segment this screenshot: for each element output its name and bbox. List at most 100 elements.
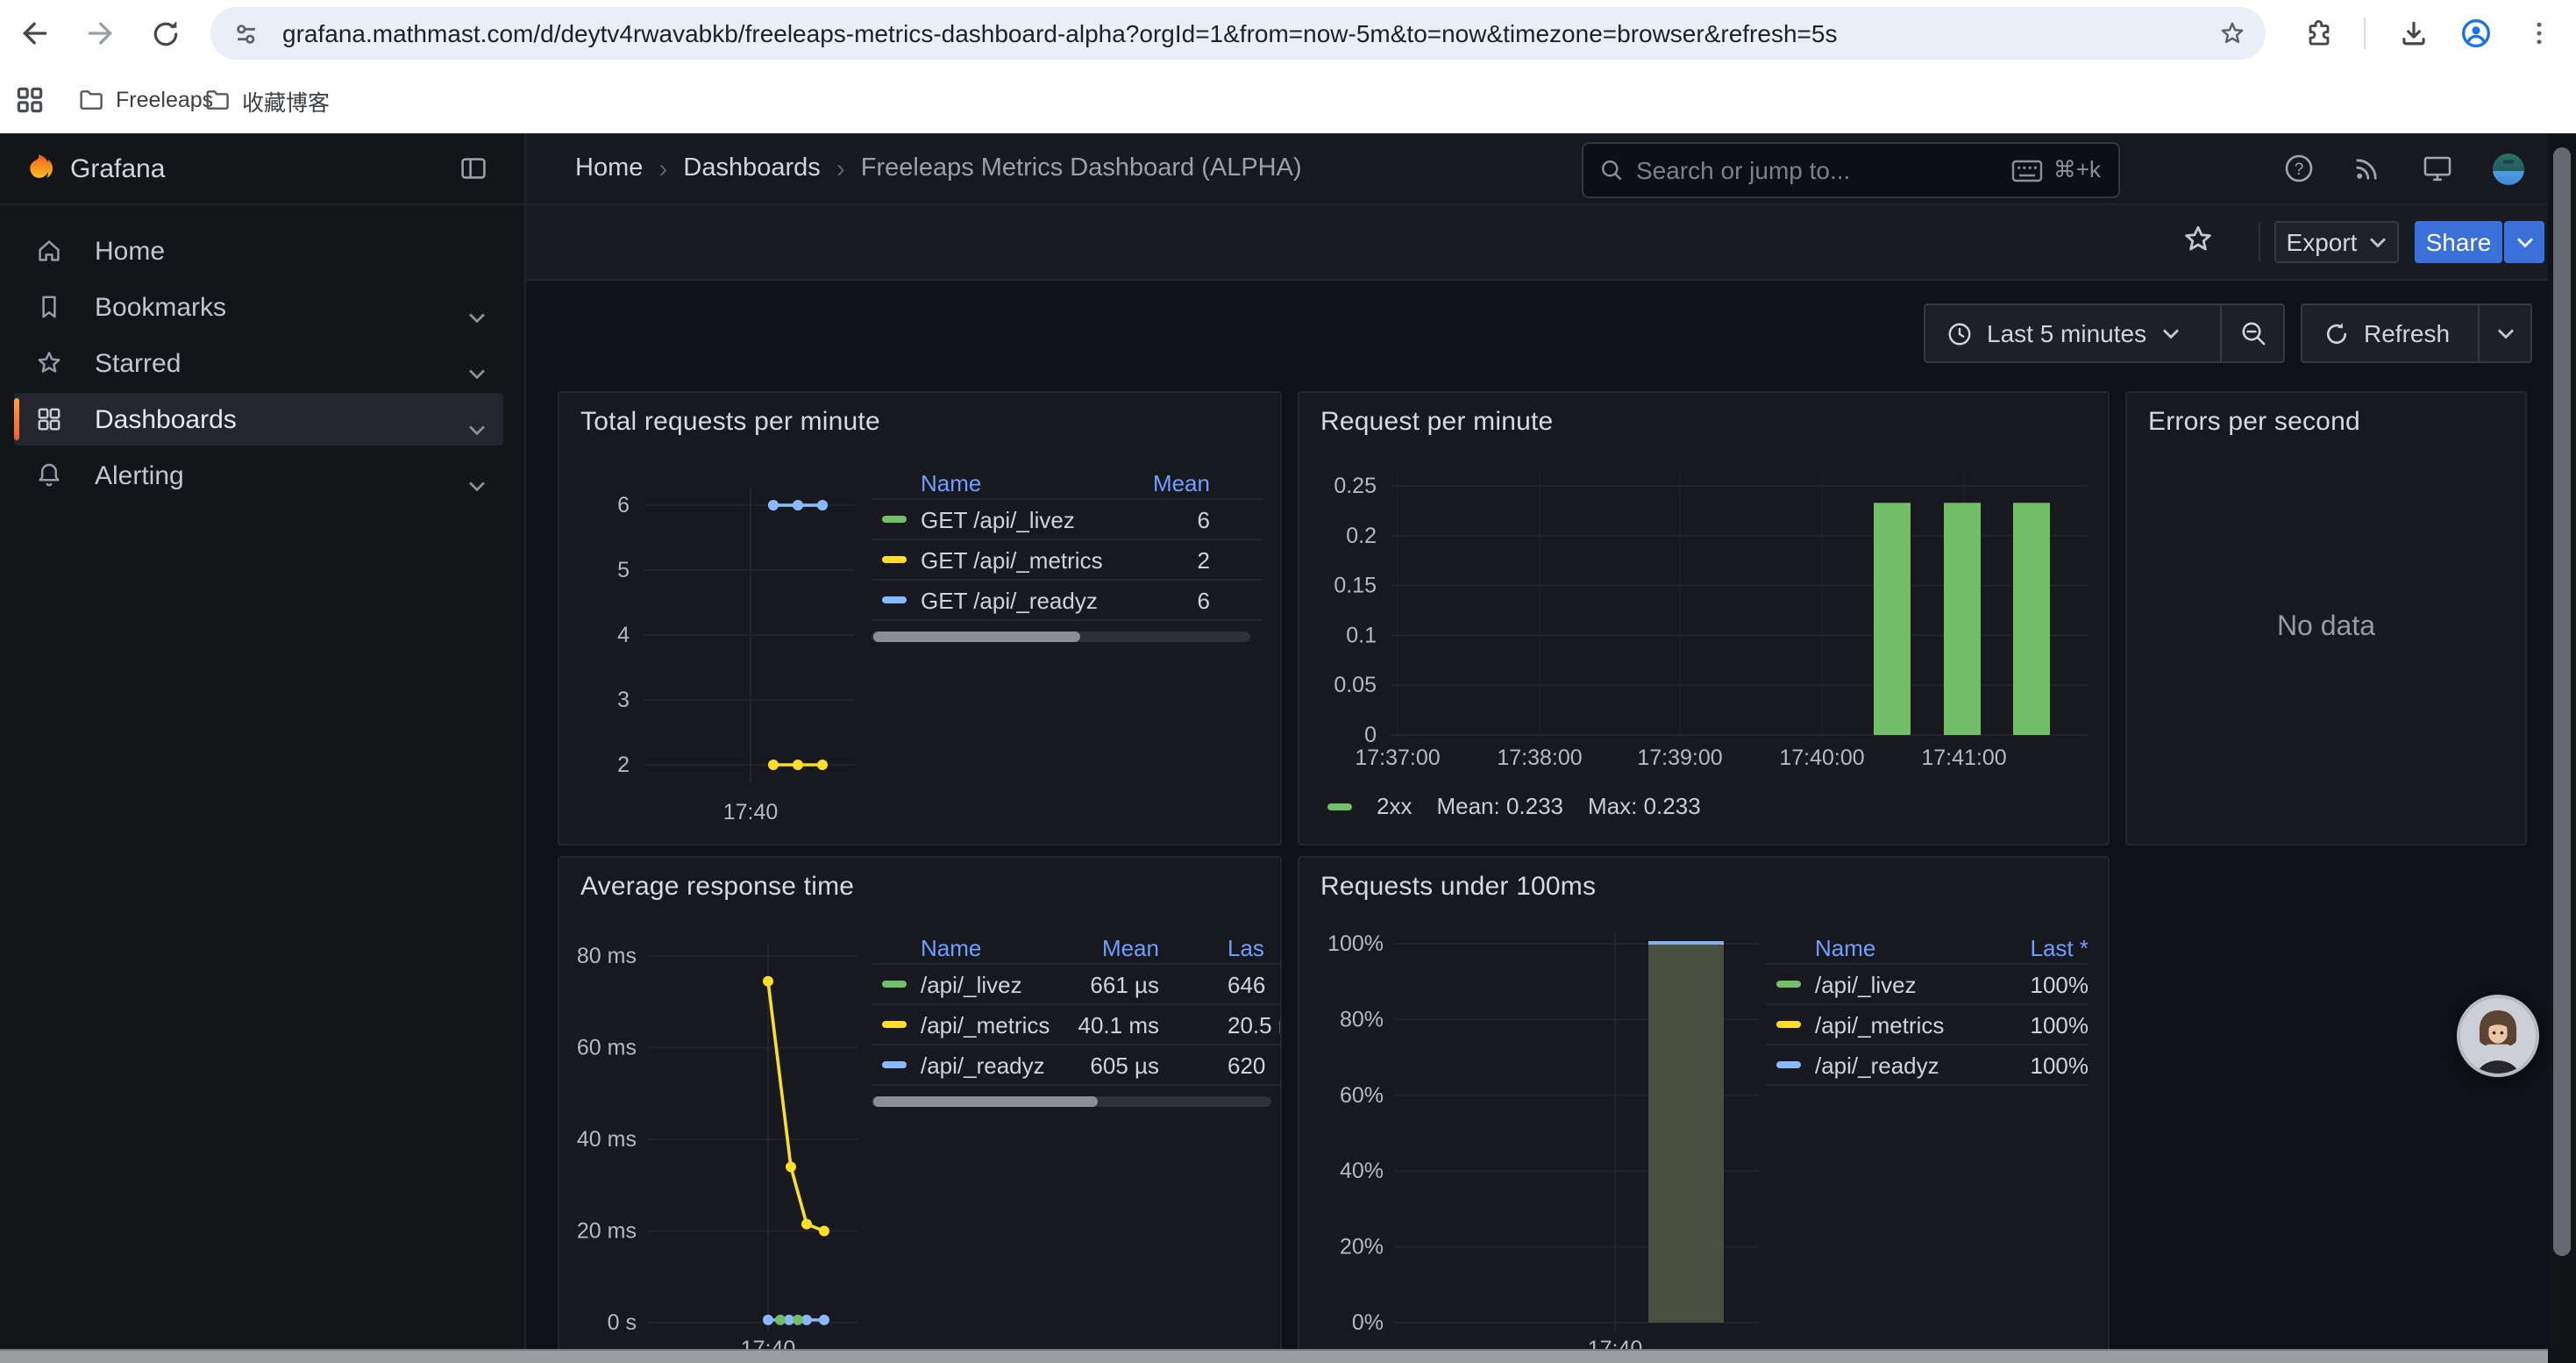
- time-range-label[interactable]: Last 5 minutes: [1987, 319, 2146, 347]
- share-menu-button[interactable]: [2504, 221, 2544, 263]
- downloads-icon[interactable]: [2392, 12, 2434, 54]
- chevron-down-icon[interactable]: [468, 357, 486, 369]
- legend-scrollbar[interactable]: [872, 1096, 1271, 1107]
- refresh-interval-chevron-icon[interactable]: [2480, 327, 2530, 339]
- toolbar-divider: [2259, 223, 2260, 261]
- legend-row[interactable]: GET /api/_livez 6: [872, 500, 1263, 540]
- legend-col-mean[interactable]: Mean: [1061, 934, 1159, 960]
- zoom-out-icon[interactable]: [2222, 319, 2283, 347]
- apps-grid-icon[interactable]: [14, 81, 46, 119]
- user-avatar[interactable]: [2492, 153, 2523, 184]
- svg-text:20 ms: 20 ms: [577, 1219, 637, 1244]
- series-name[interactable]: 2xx: [1377, 793, 1412, 819]
- series-name[interactable]: /api/_metrics: [1815, 1011, 1997, 1038]
- search-input[interactable]: Search or jump to... ⌘+k: [1582, 142, 2120, 198]
- panel-total-requests: Total requests per minute 6543217:40 Nam…: [558, 391, 1282, 846]
- refresh-icon: [2323, 320, 2350, 346]
- url-bar[interactable]: grafana.mathmast.com/d/deytv4rwavabkb/fr…: [210, 7, 2266, 60]
- sidebar-item-label: Alerting: [95, 460, 468, 490]
- legend-row[interactable]: GET /api/_metrics 2: [872, 540, 1263, 581]
- monitor-icon[interactable]: [2422, 153, 2453, 184]
- sidebar-item-label: Starred: [95, 348, 468, 378]
- legend-row[interactable]: /api/_metrics 100%: [1766, 1005, 2089, 1045]
- svg-text:0: 0: [1364, 723, 1377, 747]
- site-settings-icon[interactable]: [231, 18, 261, 48]
- panel-average-response-time: Average response time 80 ms60 ms40 ms20 …: [558, 856, 1282, 1363]
- refresh-group: Refresh: [2301, 303, 2532, 363]
- legend-col-last[interactable]: Las: [1228, 934, 1282, 960]
- browser-toolbar: grafana.mathmast.com/d/deytv4rwavabkb/fr…: [0, 0, 2576, 67]
- series-color-chip: [1776, 1061, 1801, 1068]
- svg-text:6: 6: [617, 493, 630, 517]
- legend-header: Name Mean: [872, 467, 1263, 500]
- series-name[interactable]: /api/_livez: [1815, 971, 1997, 997]
- legend-col-name[interactable]: Name: [1815, 934, 1997, 960]
- legend-col-name[interactable]: Name: [921, 934, 1061, 960]
- favorite-star-icon[interactable]: [2181, 223, 2215, 265]
- chevron-down-icon[interactable]: [468, 413, 486, 425]
- svg-text:0%: 0%: [1352, 1310, 1384, 1335]
- series-name[interactable]: /api/_readyz: [921, 1052, 1061, 1078]
- bookmark-star-icon[interactable]: [2217, 18, 2248, 49]
- sidebar-item-home[interactable]: Home: [14, 225, 503, 277]
- help-icon[interactable]: ?: [2283, 153, 2315, 184]
- back-icon[interactable]: [14, 12, 56, 54]
- legend-scrollbar[interactable]: [872, 632, 1250, 642]
- sidebar-item-dashboards[interactable]: Dashboards: [14, 393, 503, 446]
- svg-text:40 ms: 40 ms: [577, 1127, 637, 1152]
- news-rss-icon[interactable]: [2352, 153, 2383, 184]
- series-name[interactable]: /api/_readyz: [1815, 1052, 1997, 1078]
- sidebar-item-alerting[interactable]: Alerting: [14, 449, 503, 502]
- assistant-avatar[interactable]: [2457, 995, 2539, 1077]
- share-button[interactable]: Share: [2415, 221, 2502, 263]
- legend-col-mean[interactable]: Mean: [1122, 469, 1210, 496]
- legend-row[interactable]: /api/_readyz 605 µs 620: [872, 1045, 1282, 1086]
- series-max: Max: 0.233: [1588, 793, 1701, 819]
- grafana-logo-icon[interactable]: [23, 153, 54, 184]
- series-name[interactable]: GET /api/_livez: [921, 506, 1122, 532]
- legend-col-name[interactable]: Name: [921, 469, 1122, 496]
- svg-text:0.2: 0.2: [1346, 524, 1377, 548]
- legend-inline[interactable]: 2xx Mean: 0.233 Max: 0.233: [1327, 793, 1701, 819]
- legend-row[interactable]: /api/_readyz 100%: [1766, 1045, 2089, 1086]
- series-name[interactable]: /api/_metrics: [921, 1011, 1061, 1038]
- page-vertical-scrollbar[interactable]: [2548, 133, 2576, 1363]
- reload-icon[interactable]: [144, 12, 186, 54]
- bookmark-folder-freeleaps[interactable]: Freeleaps: [77, 81, 213, 119]
- page-horizontal-scrollbar[interactable]: [0, 1349, 2548, 1363]
- series-mean: 40.1 ms: [1061, 1011, 1159, 1038]
- panel-title[interactable]: Errors per second: [2127, 393, 2525, 437]
- active-indicator: [14, 398, 19, 440]
- svg-text:17:40: 17:40: [723, 800, 779, 824]
- share-label: Share: [2426, 228, 2492, 256]
- export-button[interactable]: Export: [2274, 221, 2399, 263]
- series-name[interactable]: /api/_livez: [921, 971, 1061, 997]
- sidebar-brand-row: Grafana: [0, 133, 524, 205]
- dock-sidebar-icon[interactable]: [459, 154, 487, 182]
- legend-row[interactable]: /api/_livez 661 µs 646: [872, 965, 1282, 1005]
- chevron-down-icon[interactable]: [468, 301, 486, 313]
- bookmark-folder-blogs[interactable]: 收藏博客: [203, 81, 330, 119]
- legend-row[interactable]: GET /api/_readyz 6: [872, 581, 1263, 621]
- series-name[interactable]: GET /api/_readyz: [921, 587, 1122, 613]
- breadcrumb-home[interactable]: Home: [575, 154, 643, 182]
- chevron-down-icon[interactable]: [468, 469, 486, 482]
- sidebar-item-bookmarks[interactable]: Bookmarks: [14, 281, 503, 333]
- sidebar-item-starred[interactable]: Starred: [14, 337, 503, 389]
- forward-icon[interactable]: [79, 12, 121, 54]
- series-color-chip: [1776, 981, 1801, 988]
- brand-name: Grafana: [70, 133, 165, 203]
- legend-row[interactable]: /api/_metrics 40.1 ms 20.5 r: [872, 1005, 1282, 1045]
- profile-icon[interactable]: [2455, 12, 2497, 54]
- series-name[interactable]: GET /api/_metrics: [921, 546, 1122, 573]
- url-text[interactable]: grafana.mathmast.com/d/deytv4rwavabkb/fr…: [282, 19, 2217, 47]
- browser-menu-icon[interactable]: [2518, 12, 2560, 54]
- refresh-label[interactable]: Refresh: [2364, 319, 2450, 347]
- legend-header: Name Last *: [1766, 931, 2089, 965]
- screen: grafana.mathmast.com/d/deytv4rwavabkb/fr…: [0, 0, 2576, 1363]
- extensions-icon[interactable]: [2297, 12, 2339, 54]
- breadcrumb-dashboards[interactable]: Dashboards: [683, 154, 820, 182]
- legend-col-last[interactable]: Last *: [1997, 934, 2089, 960]
- svg-text:0 s: 0 s: [608, 1310, 637, 1335]
- legend-row[interactable]: /api/_livez 100%: [1766, 965, 2089, 1005]
